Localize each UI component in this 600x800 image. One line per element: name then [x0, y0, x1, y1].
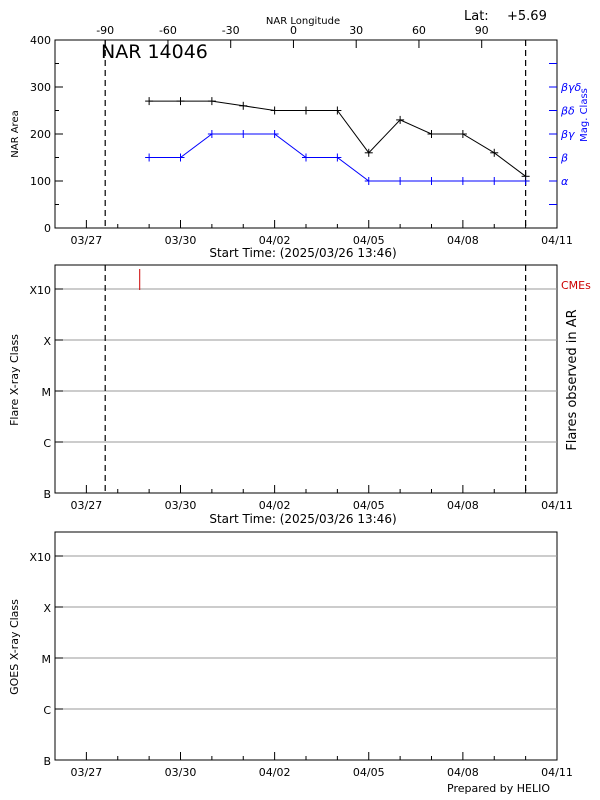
flares-observed-label: Flares observed in AR — [565, 309, 580, 450]
goes-plot-frame — [54, 531, 558, 761]
longitude-tick-label: 60 — [412, 24, 426, 37]
flare-y-axis-label: Flare X-ray Class — [8, 334, 21, 426]
x-tick-label: 04/11 — [541, 234, 573, 247]
longitude-tick-label: -60 — [159, 24, 177, 37]
panel1-disk-passage-lines — [104, 40, 527, 228]
nar-area-plot-frame — [54, 39, 558, 229]
x-tick-label: 03/27 — [71, 766, 103, 779]
x-tick-label: 03/27 — [71, 234, 103, 247]
class-tick-label: X — [43, 602, 51, 615]
x-tick-label: 04/11 — [541, 499, 573, 512]
x-tick-label: 03/27 — [71, 499, 103, 512]
longitude-tick-label: 0 — [290, 24, 297, 37]
class-tick-label: M — [42, 653, 52, 666]
longitude-tick-label: 30 — [349, 24, 363, 37]
longitude-tick-label: 90 — [475, 24, 489, 37]
class-tick-label: B — [43, 755, 51, 768]
panel2-x-ticks: 03/27 03/30 04/02 04/05 04/08 04/11 — [54, 485, 573, 512]
flare-panel: Flare X-ray Class Flares observed in AR … — [8, 264, 591, 526]
longitude-tick-label: -90 — [96, 24, 114, 37]
x-tick-label: 04/08 — [447, 234, 479, 247]
nar-area-y-axis-label: NAR Area — [10, 110, 21, 157]
mag-class-axis-label: Mag. Class — [579, 88, 590, 142]
class-tick-label: X10 — [29, 284, 51, 297]
nar-title: NAR 14046 — [101, 41, 208, 63]
x-tick-label: 04/02 — [259, 234, 291, 247]
x-tick-label: 04/05 — [353, 766, 385, 779]
class-tick-label: X10 — [29, 551, 51, 564]
nar-area-panel: NAR 14046 NAR Longitude Lat: +5.69 NAR A… — [10, 9, 590, 260]
class-tick-label: C — [43, 437, 51, 450]
area-tick-label: 200 — [30, 128, 51, 141]
longitude-tick-label: -30 — [222, 24, 240, 37]
x-tick-label: 04/05 — [353, 499, 385, 512]
panel2-x-axis-label: Start Time: (2025/03/26 13:46) — [209, 512, 396, 526]
mag-class-tick-label: α — [561, 175, 569, 188]
panel1-series — [145, 97, 530, 185]
latitude-value: +5.69 — [507, 9, 547, 24]
class-tick-label: C — [43, 704, 51, 717]
area-tick-label: 300 — [30, 81, 51, 94]
x-tick-label: 04/08 — [447, 499, 479, 512]
x-tick-label: 03/30 — [165, 766, 197, 779]
class-tick-label: X — [43, 335, 51, 348]
mag-class-tick-label: βδ — [560, 105, 575, 118]
panel1-x-axis-label: Start Time: (2025/03/26 13:46) — [209, 246, 396, 260]
x-tick-label: 03/30 — [165, 234, 197, 247]
x-tick-label: 03/30 — [165, 499, 197, 512]
x-tick-label: 04/11 — [541, 766, 573, 779]
area-tick-label: 100 — [30, 175, 51, 188]
panel1-area-ticks: 0 100 200 300 400 — [30, 34, 63, 235]
mag-class-tick-label: βγ — [560, 128, 575, 141]
area-tick-label: 0 — [44, 222, 51, 235]
class-tick-label: B — [43, 488, 51, 501]
class-tick-label: M — [42, 386, 52, 399]
x-tick-label: 04/08 — [447, 766, 479, 779]
panel1-x-ticks: 03/27 03/30 04/02 04/05 04/08 04/11 — [54, 220, 573, 247]
latitude-label: Lat: — [464, 9, 489, 24]
panel2-disk-passage-lines — [104, 265, 527, 493]
prepared-by-footer: Prepared by HELIO — [447, 782, 550, 795]
cme-label: CMEs — [561, 279, 591, 292]
x-tick-label: 04/02 — [259, 766, 291, 779]
panel3-x-ticks: 03/27 03/30 04/02 04/05 04/08 04/11 — [54, 752, 573, 779]
panel1-top-longitude-ticks: -90 -60 -30 0 30 60 90 — [96, 24, 489, 48]
x-tick-label: 04/05 — [353, 234, 385, 247]
goes-panel: GOES X-ray Class Prepared by HELIO 03/27… — [8, 531, 573, 795]
flare-plot-frame — [54, 264, 558, 494]
x-tick-label: 04/02 — [259, 499, 291, 512]
mag-class-tick-label: βγδ — [560, 81, 582, 94]
goes-y-axis-label: GOES X-ray Class — [8, 599, 21, 695]
area-tick-label: 400 — [30, 34, 51, 47]
mag-class-tick-label: β — [560, 152, 568, 165]
top-axis-label: NAR Longitude — [266, 16, 340, 27]
panel2-class-gridlines: B C M X X10 — [29, 284, 557, 501]
panel1-mag-class-ticks: αβ βγ βδ βγδ — [549, 63, 582, 205]
panel3-class-gridlines: B C M X X10 — [29, 551, 557, 768]
